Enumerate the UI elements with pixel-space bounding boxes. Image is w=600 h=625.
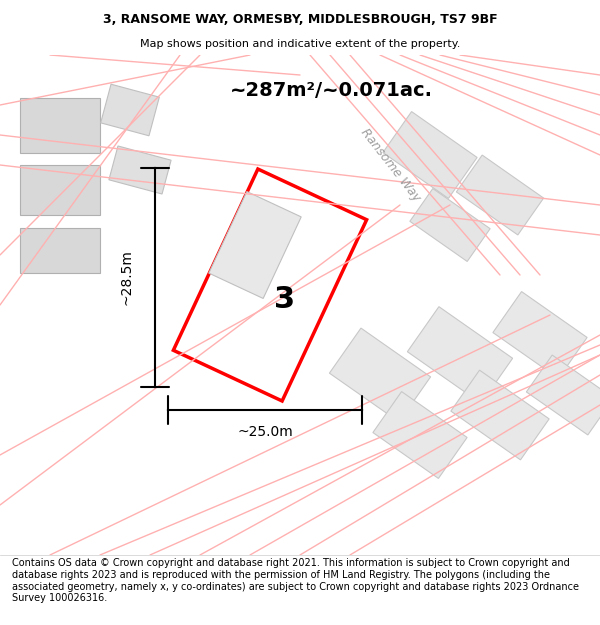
Polygon shape — [20, 165, 100, 215]
Text: ~25.0m: ~25.0m — [237, 425, 293, 439]
Polygon shape — [109, 146, 171, 194]
Text: Ransome Way: Ransome Way — [358, 126, 422, 204]
Text: 3: 3 — [274, 286, 296, 314]
Text: Contains OS data © Crown copyright and database right 2021. This information is : Contains OS data © Crown copyright and d… — [12, 559, 579, 603]
Polygon shape — [410, 189, 490, 261]
Polygon shape — [329, 328, 431, 422]
Polygon shape — [407, 307, 512, 403]
Polygon shape — [173, 169, 367, 401]
Text: Map shows position and indicative extent of the property.: Map shows position and indicative extent… — [140, 39, 460, 49]
Polygon shape — [526, 355, 600, 435]
Text: 3, RANSOME WAY, ORMESBY, MIDDLESBROUGH, TS7 9BF: 3, RANSOME WAY, ORMESBY, MIDDLESBROUGH, … — [103, 12, 497, 26]
Polygon shape — [373, 392, 467, 478]
Text: ~28.5m: ~28.5m — [120, 249, 134, 306]
Polygon shape — [101, 84, 160, 136]
Polygon shape — [457, 155, 544, 235]
Polygon shape — [20, 228, 100, 272]
Polygon shape — [20, 98, 100, 152]
Polygon shape — [209, 191, 301, 299]
Polygon shape — [451, 370, 549, 460]
Text: ~287m²/~0.071ac.: ~287m²/~0.071ac. — [230, 81, 433, 99]
Polygon shape — [493, 292, 587, 378]
Polygon shape — [383, 112, 477, 198]
